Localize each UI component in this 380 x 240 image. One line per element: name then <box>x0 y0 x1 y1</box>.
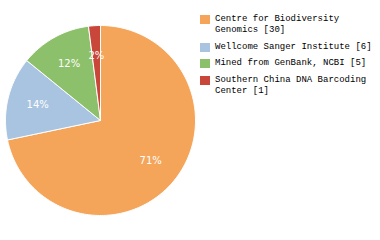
svg-text:2%: 2% <box>88 50 104 61</box>
html-text:Southern China DNA Barcoding C: Southern China DNA Barcoding Center [1] <box>215 75 367 96</box>
svg-text:12%: 12% <box>58 58 80 69</box>
html-text:Mined from GenBank, NCBI [5]: Mined from GenBank, NCBI [5] <box>215 58 367 69</box>
svg-text:14%: 14% <box>27 99 49 110</box>
html-text:Wellcome Sanger Institute [6]: Wellcome Sanger Institute [6] <box>215 41 372 52</box>
html-text:Centre for Biodiversity Genomi: Centre for Biodiversity Genomics [30] <box>215 14 340 35</box>
svg-text:71%: 71% <box>140 155 162 166</box>
